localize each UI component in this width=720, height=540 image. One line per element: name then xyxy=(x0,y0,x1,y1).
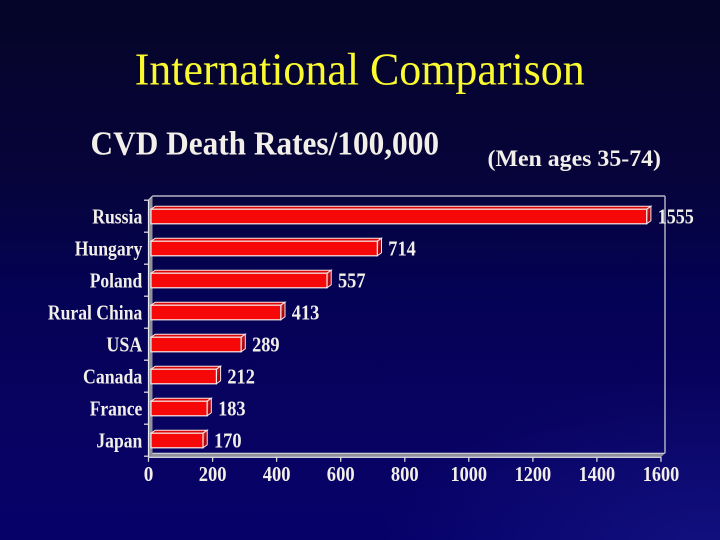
svg-text:Poland: Poland xyxy=(90,268,143,292)
svg-text:413: 413 xyxy=(292,300,320,324)
svg-text:Canada: Canada xyxy=(83,364,143,388)
svg-text:Hungary: Hungary xyxy=(75,236,143,260)
svg-text:183: 183 xyxy=(218,396,246,420)
svg-text:1200: 1200 xyxy=(515,462,552,486)
svg-text:(Men ages 35-74): (Men ages 35-74) xyxy=(488,146,662,171)
svg-text:0: 0 xyxy=(144,462,154,486)
svg-text:Russia: Russia xyxy=(92,204,143,228)
svg-text:CVD Death Rates/100,000: CVD Death Rates/100,000 xyxy=(91,126,440,163)
svg-text:200: 200 xyxy=(199,462,227,486)
svg-text:Rural China: Rural China xyxy=(48,300,143,324)
svg-text:800: 800 xyxy=(391,462,419,486)
svg-text:International Comparison: International Comparison xyxy=(135,44,585,95)
svg-text:557: 557 xyxy=(338,268,366,292)
svg-text:1000: 1000 xyxy=(451,462,488,486)
svg-text:289: 289 xyxy=(252,332,280,356)
svg-text:1600: 1600 xyxy=(643,462,680,486)
svg-text:1400: 1400 xyxy=(579,462,616,486)
svg-text:France: France xyxy=(90,396,143,420)
svg-text:600: 600 xyxy=(327,462,355,486)
svg-text:212: 212 xyxy=(227,364,255,388)
svg-text:USA: USA xyxy=(106,332,143,356)
svg-text:170: 170 xyxy=(214,428,242,452)
svg-text:1555: 1555 xyxy=(658,204,694,228)
svg-text:Japan: Japan xyxy=(96,428,142,452)
svg-text:400: 400 xyxy=(263,462,291,486)
svg-text:714: 714 xyxy=(388,236,416,260)
